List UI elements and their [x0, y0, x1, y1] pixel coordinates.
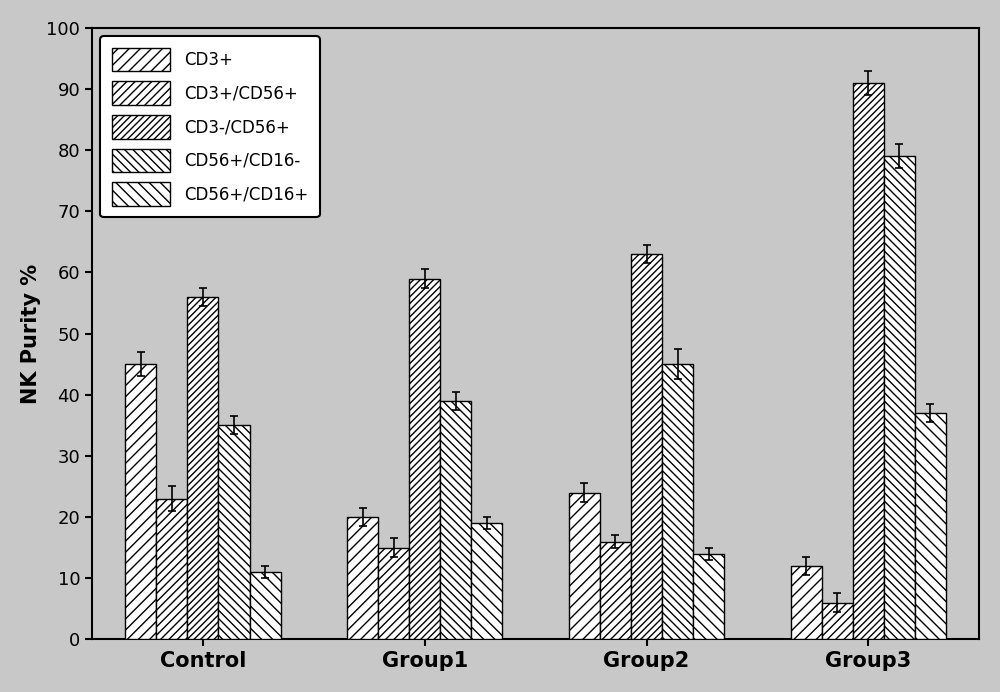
Bar — [853, 83, 884, 639]
Bar — [693, 554, 724, 639]
Bar — [250, 572, 281, 639]
Bar — [915, 413, 946, 639]
Bar — [884, 156, 915, 639]
Legend: CD3+, CD3+/CD56+, CD3-/CD56+, CD56+/CD16-, CD56+/CD16+: CD3+, CD3+/CD56+, CD3-/CD56+, CD56+/CD16… — [100, 36, 320, 217]
Bar — [440, 401, 471, 639]
Bar — [822, 603, 853, 639]
Bar — [631, 254, 662, 639]
Bar — [600, 542, 631, 639]
Y-axis label: NK Purity %: NK Purity % — [21, 264, 41, 403]
Bar — [409, 279, 440, 639]
Bar — [569, 493, 600, 639]
Bar — [218, 426, 250, 639]
Bar — [791, 566, 822, 639]
Bar — [187, 297, 218, 639]
Bar — [125, 364, 156, 639]
Bar — [347, 517, 378, 639]
Bar — [662, 364, 693, 639]
Bar — [156, 499, 187, 639]
Bar — [378, 547, 409, 639]
Bar — [471, 523, 502, 639]
